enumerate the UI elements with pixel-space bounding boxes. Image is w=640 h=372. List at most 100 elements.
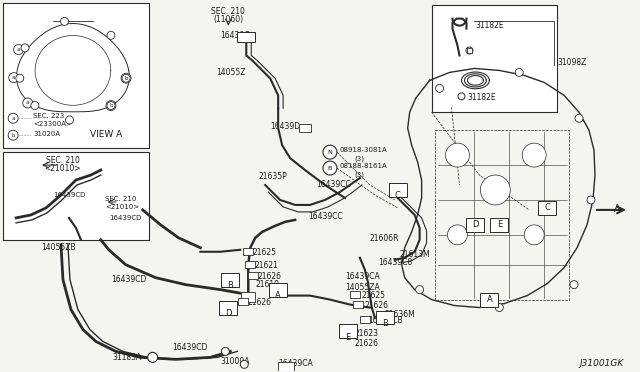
- Bar: [245, 261, 255, 268]
- Text: VIEW A: VIEW A: [90, 130, 122, 139]
- Circle shape: [21, 44, 29, 52]
- Text: SEC. 223: SEC. 223: [33, 113, 65, 119]
- Text: 21606R: 21606R: [370, 234, 399, 243]
- Bar: [431, 5, 557, 112]
- Circle shape: [570, 280, 578, 289]
- Text: 14055ZB: 14055ZB: [41, 243, 76, 252]
- Circle shape: [445, 143, 469, 167]
- Text: 21625: 21625: [362, 291, 386, 299]
- Bar: [248, 272, 258, 279]
- Text: 21626: 21626: [257, 272, 281, 281]
- Text: B: B: [328, 166, 332, 171]
- Circle shape: [481, 175, 510, 205]
- Text: 31000A: 31000A: [220, 357, 250, 366]
- Text: 16439C: 16439C: [220, 31, 250, 39]
- Text: 21625: 21625: [252, 248, 276, 257]
- Text: 21619: 21619: [255, 280, 279, 289]
- Circle shape: [16, 74, 24, 82]
- Text: 31183A: 31183A: [113, 353, 142, 362]
- Circle shape: [458, 93, 465, 100]
- Circle shape: [495, 304, 503, 311]
- Text: 16439CC: 16439CC: [308, 212, 343, 221]
- Text: E: E: [345, 333, 351, 342]
- Bar: [3, 152, 148, 240]
- Circle shape: [323, 161, 337, 175]
- Text: 16439CD: 16439CD: [53, 192, 85, 198]
- Circle shape: [122, 74, 130, 82]
- Circle shape: [436, 84, 444, 92]
- Bar: [237, 32, 255, 42]
- Text: 21621: 21621: [254, 261, 278, 270]
- FancyBboxPatch shape: [376, 311, 394, 324]
- Text: 16439C8: 16439C8: [378, 258, 412, 267]
- Text: 08918-3081A: 08918-3081A: [340, 147, 388, 153]
- Text: 21636M: 21636M: [385, 310, 415, 318]
- FancyBboxPatch shape: [339, 324, 357, 339]
- FancyBboxPatch shape: [481, 293, 499, 307]
- Text: 16439CB: 16439CB: [368, 315, 403, 324]
- Text: SEC. 210: SEC. 210: [105, 196, 136, 202]
- Circle shape: [522, 143, 546, 167]
- Text: B: B: [382, 319, 388, 328]
- Text: (3): (3): [355, 171, 365, 177]
- Text: C: C: [544, 203, 550, 212]
- Text: A: A: [614, 204, 620, 214]
- Circle shape: [524, 225, 544, 245]
- Bar: [467, 48, 472, 53]
- Bar: [241, 292, 255, 302]
- Bar: [350, 291, 360, 298]
- Bar: [360, 316, 370, 323]
- Circle shape: [8, 130, 18, 140]
- Text: b: b: [12, 133, 15, 138]
- Text: A: A: [275, 291, 281, 300]
- Bar: [243, 248, 253, 255]
- Text: 21626: 21626: [355, 339, 379, 349]
- Text: 21623: 21623: [355, 330, 379, 339]
- Text: b: b: [109, 103, 113, 108]
- Text: 14055ZA: 14055ZA: [345, 283, 380, 292]
- Text: 21613M: 21613M: [400, 250, 430, 259]
- Text: b: b: [124, 76, 128, 81]
- FancyBboxPatch shape: [467, 218, 484, 232]
- FancyBboxPatch shape: [538, 201, 556, 215]
- FancyBboxPatch shape: [269, 283, 287, 296]
- FancyBboxPatch shape: [221, 273, 239, 286]
- Text: 31182E: 31182E: [467, 93, 496, 102]
- Text: (3): (3): [355, 155, 365, 161]
- Text: a: a: [26, 100, 29, 105]
- Circle shape: [466, 47, 473, 54]
- FancyBboxPatch shape: [388, 183, 406, 197]
- Text: 16439CA: 16439CA: [278, 359, 313, 368]
- Circle shape: [148, 352, 157, 362]
- Text: SEC. 210: SEC. 210: [211, 7, 245, 16]
- Text: B: B: [227, 281, 233, 290]
- Circle shape: [240, 360, 248, 368]
- Text: C: C: [395, 192, 401, 201]
- Text: E: E: [497, 220, 502, 230]
- Text: 21626: 21626: [365, 301, 389, 310]
- Circle shape: [23, 98, 33, 108]
- Circle shape: [9, 73, 19, 83]
- Circle shape: [121, 73, 131, 83]
- Text: <23300A>: <23300A>: [33, 121, 72, 127]
- Circle shape: [31, 102, 39, 109]
- Text: D: D: [225, 309, 232, 318]
- Circle shape: [221, 347, 229, 355]
- Bar: [299, 124, 311, 132]
- Text: 31020A: 31020A: [33, 131, 60, 137]
- Bar: [353, 301, 363, 308]
- Text: a: a: [12, 75, 15, 80]
- Circle shape: [8, 113, 18, 123]
- Text: 31182E: 31182E: [476, 20, 504, 30]
- Bar: [238, 298, 248, 305]
- Circle shape: [415, 286, 424, 294]
- Circle shape: [106, 100, 116, 110]
- Text: A: A: [486, 295, 492, 304]
- Text: 16439CD: 16439CD: [109, 215, 141, 221]
- Text: SEC. 210: SEC. 210: [46, 156, 80, 165]
- Text: 21635P: 21635P: [258, 172, 287, 181]
- Text: 16439CA: 16439CA: [345, 272, 380, 281]
- Text: 16439CD: 16439CD: [111, 275, 146, 284]
- Text: 14055Z: 14055Z: [216, 68, 246, 77]
- Text: 16439CD: 16439CD: [173, 343, 208, 352]
